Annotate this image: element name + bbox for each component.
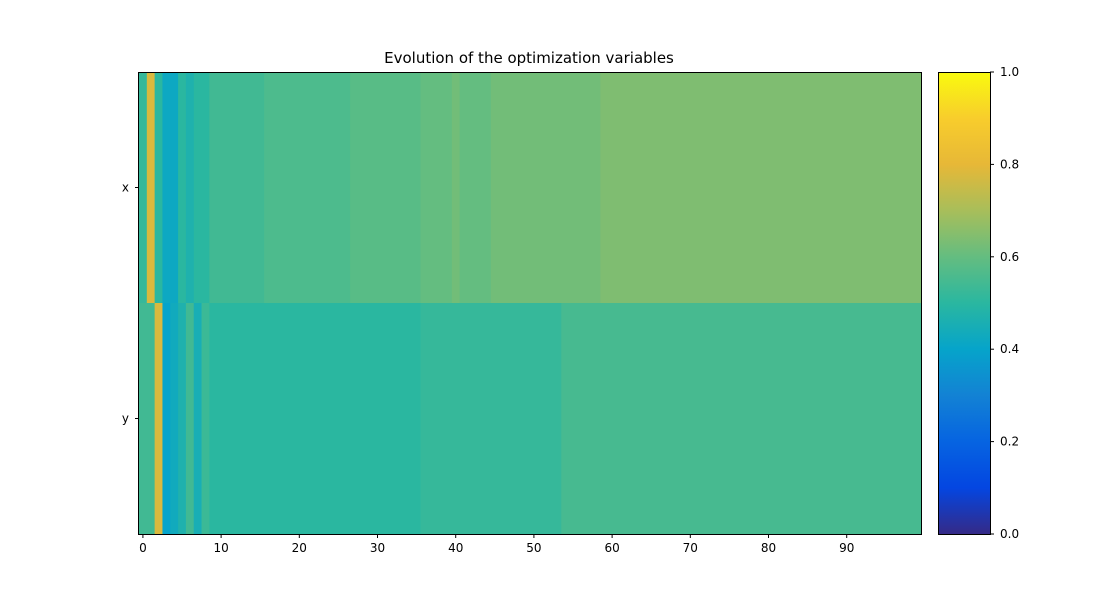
heatmap-cells	[139, 72, 922, 535]
x-tick-label-80: 80	[761, 541, 776, 555]
heatmap-cell-y-0	[139, 303, 156, 535]
plot-frame	[138, 72, 922, 535]
heatmap-cell-x-16	[264, 72, 351, 304]
x-axis: 0 10 20 30 40 50 60 70 80 90	[139, 534, 854, 555]
heatmap-cell-x-41	[459, 72, 492, 304]
heatmap-cell-x-7	[193, 72, 210, 304]
x-tick-label-10: 10	[213, 541, 228, 555]
heatmap-cell-y-4	[170, 303, 179, 535]
heatmap-cell-y-3	[162, 303, 171, 535]
heatmap-cell-x-5	[178, 72, 187, 304]
row-axis: xy	[122, 181, 139, 426]
heatmap-cell-y-7	[193, 303, 202, 535]
heatmap-cell-x-40	[451, 72, 461, 304]
row-tick-label-y: y	[122, 412, 129, 426]
x-tick-label-90: 90	[839, 541, 854, 555]
heatmap-cell-x-6	[185, 72, 195, 304]
x-tick-label-30: 30	[370, 541, 385, 555]
heatmap-cell-y-8	[201, 303, 210, 535]
heatmap-cell-x-2	[154, 72, 163, 304]
x-tick-label-0: 0	[139, 541, 147, 555]
heatmap-cell-y-5	[178, 303, 187, 535]
x-tick-label-60: 60	[604, 541, 619, 555]
x-tick-label-70: 70	[683, 541, 698, 555]
x-tick-label-50: 50	[526, 541, 541, 555]
heatmap-cell-y-54	[561, 303, 922, 535]
x-tick-label-40: 40	[448, 541, 463, 555]
colorbar-tick-label-0.6: 0.6	[1000, 250, 1019, 264]
colorbar	[938, 72, 990, 534]
colorbar-tick-label-0.0: 0.0	[1000, 527, 1019, 541]
x-tick-label-20: 20	[292, 541, 307, 555]
heatmap-cell-x-45	[490, 72, 601, 304]
colorbar-axis: 0.0 0.2 0.4 0.6 0.8 1.0	[990, 65, 1019, 541]
heatmap-cell-x-27	[350, 72, 421, 304]
heatmap-cell-x-36	[420, 72, 453, 304]
colorbar-tick-label-0.2: 0.2	[1000, 435, 1019, 449]
heatmap-cell-x-3	[162, 72, 179, 304]
heatmap-cell-y-9	[209, 303, 421, 535]
heatmap-cell-y-36	[420, 303, 562, 535]
heatmap-cell-x-1	[146, 72, 156, 304]
colorbar-tick-label-0.4: 0.4	[1000, 342, 1019, 356]
heatmap-cell-x-0	[139, 72, 148, 304]
colorbar-tick-label-1.0: 1.0	[1000, 65, 1019, 79]
row-tick-label-x: x	[122, 181, 129, 195]
colorbar-frame	[938, 72, 991, 535]
heatmap-cell-x-9	[209, 72, 265, 304]
colorbar-tick-label-0.8: 0.8	[1000, 157, 1019, 171]
heatmap-cell-x-59	[600, 72, 922, 304]
chart-title: Evolution of the optimization variables	[384, 49, 674, 67]
heatmap-cell-y-2	[154, 303, 163, 535]
heatmap-cell-y-6	[185, 303, 195, 535]
